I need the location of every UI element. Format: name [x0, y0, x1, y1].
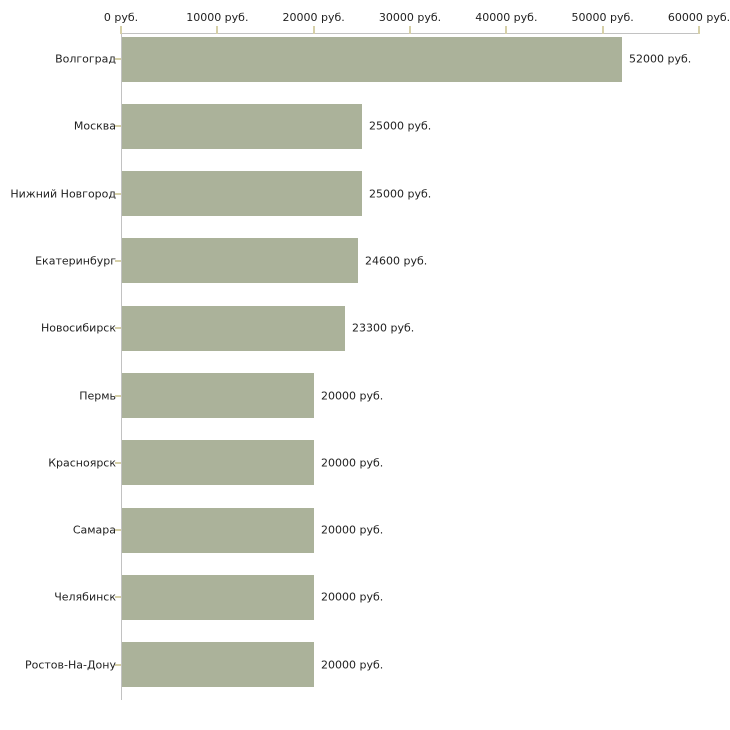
x-tick-label: 40000 руб.: [475, 11, 538, 24]
y-tick-mark: [115, 663, 121, 666]
value-label: 20000 руб.: [321, 523, 384, 537]
y-tick-mark: [115, 192, 121, 195]
y-tick-mark: [115, 529, 121, 532]
category-label: Пермь: [79, 389, 116, 402]
bar: [122, 305, 345, 351]
bar: [122, 103, 362, 149]
value-label: 25000 руб.: [369, 187, 432, 201]
x-tick-label: 0 руб.: [103, 11, 139, 24]
bar: [122, 36, 622, 82]
x-tick-mark: [312, 26, 315, 34]
bar: [122, 642, 314, 688]
bar: [122, 171, 362, 217]
x-tick-mark: [505, 26, 508, 34]
y-tick-mark: [115, 327, 121, 330]
y-tick-mark: [115, 394, 121, 397]
category-label: Волгоград: [55, 52, 116, 66]
y-tick-mark: [115, 596, 121, 599]
category-label: Новосибирск: [40, 321, 116, 335]
y-tick-mark: [115, 58, 121, 60]
x-tick-mark: [601, 26, 604, 34]
x-tick-label: 50000 руб.: [571, 11, 634, 24]
x-tick-label: 60000 руб.: [667, 11, 730, 24]
value-label: 20000 руб.: [321, 590, 384, 604]
category-label: Красноярск: [48, 456, 116, 470]
x-tick-mark: [409, 26, 411, 34]
category-label: Москва: [73, 119, 116, 133]
value-label: 20000 руб.: [321, 456, 384, 470]
x-tick-label: 20000 руб.: [282, 11, 345, 24]
x-tick-mark: [120, 26, 122, 34]
value-label: 52000 руб.: [629, 52, 692, 66]
y-axis-line: [121, 33, 122, 700]
bar: [122, 440, 314, 486]
x-tick-mark: [698, 26, 700, 34]
x-tick-label: 10000 руб.: [186, 11, 249, 24]
category-label: Ростов-На-Дону: [24, 658, 116, 672]
category-label: Челябинск: [54, 590, 116, 604]
x-tick-mark: [216, 26, 219, 34]
value-label: 23300 руб.: [352, 321, 415, 335]
bar: [122, 373, 314, 418]
category-label: Екатеринбург: [35, 254, 116, 268]
bar: [122, 238, 358, 284]
category-label: Нижний Новгород: [10, 187, 116, 201]
category-label: Самара: [72, 523, 116, 537]
y-tick-mark: [115, 461, 121, 464]
x-tick-label: 30000 руб.: [378, 11, 442, 24]
bar: [122, 574, 314, 620]
value-label: 24600 руб.: [365, 254, 428, 268]
value-label: 20000 руб.: [321, 389, 384, 402]
bar: [122, 507, 314, 553]
y-tick-mark: [115, 125, 121, 128]
value-label: 20000 руб.: [321, 658, 384, 672]
value-label: 25000 руб.: [369, 119, 432, 133]
y-tick-mark: [115, 259, 121, 262]
